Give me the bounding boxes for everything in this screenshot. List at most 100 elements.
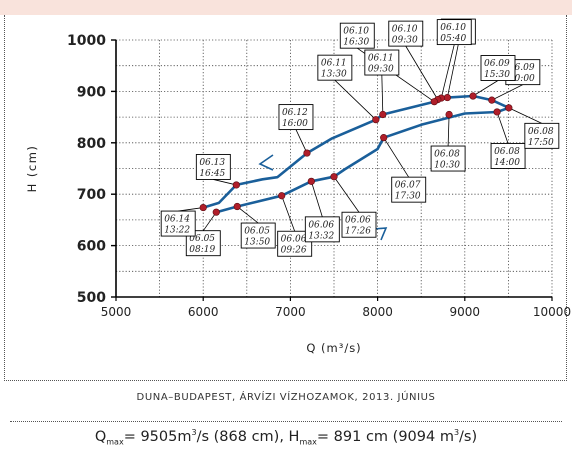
y-tick-label: 1000 <box>67 33 106 49</box>
annotation-box <box>391 176 427 203</box>
annotation-date: 06.13 <box>199 158 225 168</box>
annotation-box <box>364 49 400 76</box>
annotation-box <box>278 104 314 131</box>
chart-frame <box>4 15 567 381</box>
annotation-time: 17:30 <box>395 192 421 202</box>
y-tick-label: 700 <box>77 187 106 203</box>
annotation-date: 06.08 <box>528 127 554 137</box>
annotation-time: 16:00 <box>282 119 308 129</box>
y-tick-label: 500 <box>77 290 106 306</box>
x-tick-label: 10000 <box>533 305 571 319</box>
annotation-box <box>195 153 231 180</box>
divider <box>10 421 562 422</box>
annotation-leader <box>405 45 439 100</box>
annotation-box <box>317 54 353 81</box>
annotation-leader <box>496 111 509 144</box>
maximum-values-line: Qmax= 9505m3/s (868 cm), Hmax= 891 cm (9… <box>0 428 572 447</box>
h-rest: /s) <box>459 428 478 445</box>
annotation-leader <box>508 107 543 124</box>
annotation-time: 13:30 <box>321 70 347 80</box>
annotation-date: 06.05 <box>244 227 270 237</box>
annotation-time: 09:26 <box>281 246 307 256</box>
annotation-leader <box>472 80 499 97</box>
annotation-time: 10:00 <box>509 74 535 84</box>
annotation-leader <box>178 207 204 212</box>
annotation-time: 17:26 <box>345 227 371 237</box>
annotation-time: 13:22 <box>164 226 190 236</box>
annotation-box <box>240 222 276 249</box>
header-band <box>0 0 572 15</box>
annotation-time: 13:32 <box>308 231 334 241</box>
x-tick-label: 8000 <box>362 305 393 319</box>
data-point <box>303 149 311 157</box>
annotation-date: 06.06 <box>281 235 307 245</box>
annotation-date: 06.10 <box>440 23 466 33</box>
annotation-date: 06.14 <box>164 215 190 225</box>
data-point <box>445 110 453 119</box>
annotation-leader <box>202 211 217 231</box>
data-point <box>380 134 388 142</box>
chart-caption: DUNA–BUDAPEST, ÁRVÍZI VÍZHOZAMOK, 2013. … <box>136 392 436 403</box>
h-value: = 891 cm (9094 m <box>316 428 454 445</box>
annotation-leader <box>381 75 384 115</box>
annotation-box <box>304 216 340 243</box>
annotation-leader <box>440 44 455 99</box>
annotation-date: 06.09 <box>509 63 535 73</box>
arrow-falling-limb <box>258 154 274 171</box>
annotation-leader <box>295 129 308 154</box>
annotation-leader <box>236 206 259 224</box>
annotation-time: 09:30 <box>368 65 394 75</box>
annotation-time: 17:50 <box>528 138 554 148</box>
rating-curve-chart: 500 600 700 800 900 1000 5000 6000 7000 8000 9000 1… <box>25 18 571 355</box>
data-point <box>488 96 496 104</box>
annotation-box <box>430 145 466 172</box>
annotation-leader <box>334 79 377 120</box>
h-subscript: max <box>299 437 317 447</box>
data-point <box>199 203 207 212</box>
annotation-date: 06.07 <box>395 181 421 191</box>
annotation-date: 06.11 <box>321 59 347 69</box>
data-point <box>307 177 315 185</box>
data-point <box>330 173 338 181</box>
data-point <box>493 108 501 116</box>
q-symbol: Q <box>94 428 107 445</box>
y-tick-label: 600 <box>77 239 106 255</box>
annotation-date: 06.08 <box>494 147 520 157</box>
x-tick-label: 9000 <box>450 305 481 319</box>
annotation-box <box>480 55 516 81</box>
data-point <box>278 192 286 200</box>
annotation-box <box>436 19 472 46</box>
annotation-leader <box>491 84 524 101</box>
annotation-box <box>524 122 560 149</box>
annotation-box <box>339 22 375 49</box>
x-tick-label: 7000 <box>275 305 306 319</box>
annotation-leader <box>383 137 410 178</box>
annotation-time: 13:50 <box>244 238 270 248</box>
annotation-box <box>490 143 526 169</box>
y-axis-label: H (cm) <box>25 145 39 193</box>
annotation-leader <box>281 195 296 232</box>
arrow-rising-limb <box>373 227 388 241</box>
q-rest: /s (868 cm), H <box>196 428 300 445</box>
annotation-leader <box>310 181 323 217</box>
data-point <box>469 92 477 100</box>
annotation-date: 06.11 <box>368 54 394 64</box>
annotation-date: 06.10 <box>392 25 418 35</box>
x-tick-label: 6000 <box>188 305 219 319</box>
annotation-date: 06.06 <box>345 216 371 226</box>
annotation-leader <box>447 114 450 147</box>
data-point <box>233 202 241 211</box>
annotation-box <box>160 210 196 237</box>
annotation-date: 06.06 <box>308 220 334 230</box>
annotation-leader <box>213 179 237 186</box>
annotation-date: 06.09 <box>484 59 510 69</box>
annotation-date: 06.10 <box>343 27 369 37</box>
annotation-date: 06.12 <box>282 108 308 118</box>
q-value: = 9505m <box>123 428 192 445</box>
y-tick-label: 800 <box>77 136 106 152</box>
data-point <box>505 104 513 112</box>
annotation-time: 09:30 <box>392 36 418 46</box>
annotation-time: 15:30 <box>484 70 510 80</box>
data-point <box>379 110 387 119</box>
annotation-date: 06.08 <box>434 150 460 160</box>
